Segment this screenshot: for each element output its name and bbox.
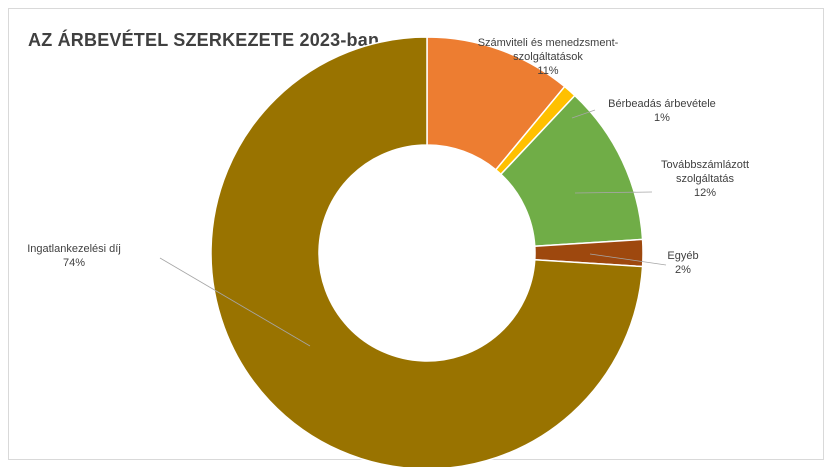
data-label-percent: 74% [63,257,85,269]
leader-lines [159,109,667,347]
data-label-percent: 2% [675,264,691,276]
data-label-percent: 11% [537,65,558,77]
data-labels: Számviteli és menedzsment-szolgáltatások… [27,37,749,276]
data-label-category: szolgáltatás [676,173,735,185]
leader-line [159,257,311,347]
data-label-category: Továbbszámlázott [661,159,749,171]
data-label-percent: 12% [694,187,716,199]
data-label-percent: 1% [654,112,670,124]
data-label-category: Egyéb [667,250,698,262]
data-label-category: Bérbeadás árbevétele [608,98,716,110]
slices-layer [210,36,644,467]
data-label-category: Ingatlankezelési díj [27,243,121,255]
doughnut-slice [210,36,644,467]
data-label-category: szolgáltatások [513,51,583,63]
leader-line [574,191,653,194]
data-label-category: Számviteli és menedzsment- [478,37,619,49]
chart-title: AZ ÁRBEVÉTEL SZERKEZETE 2023-ban [28,30,380,50]
leader-line [589,253,667,266]
leader-line [571,109,596,119]
